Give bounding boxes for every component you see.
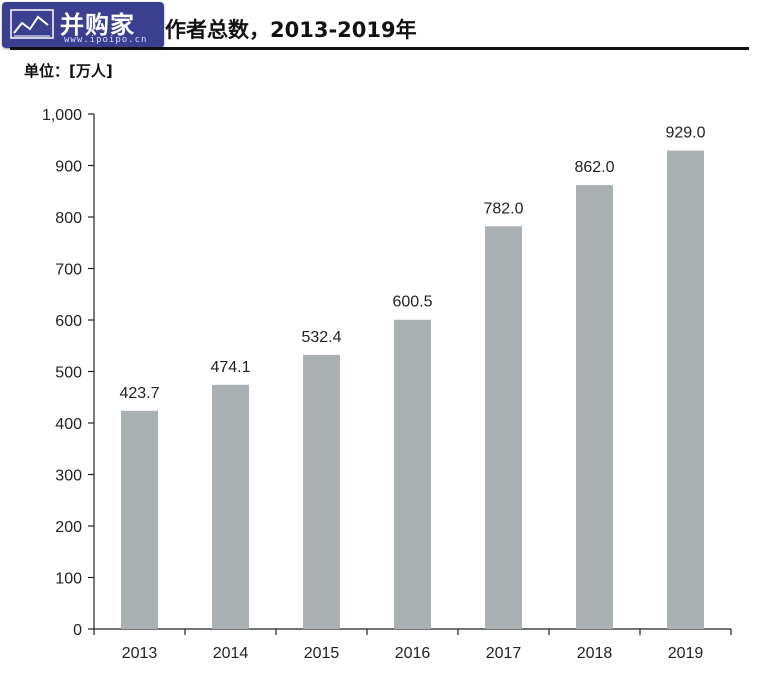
bar-value-label: 474.1 xyxy=(210,359,250,376)
bar xyxy=(667,150,704,629)
y-tick-label: 300 xyxy=(55,468,82,485)
bar-value-label: 423.7 xyxy=(119,385,159,402)
watermark-brand: 并购家 xyxy=(60,11,135,39)
bars xyxy=(121,150,704,629)
title-divider xyxy=(10,47,749,50)
y-tick-label: 400 xyxy=(55,416,82,433)
x-tick-label: 2018 xyxy=(577,645,613,662)
data-labels: 423.7 474.1 532.4 600.5 782.0 862.0 929.0 xyxy=(119,125,705,402)
bar xyxy=(303,354,340,629)
bar-value-label: 532.4 xyxy=(301,329,341,346)
bar xyxy=(485,226,522,629)
x-axis: 2013 2014 2015 2016 2017 2018 2019 xyxy=(93,628,732,662)
y-tick-label: 600 xyxy=(55,313,82,330)
watermark-url: www.ipoipo.cn xyxy=(64,35,148,45)
y-axis: 0 100 200 300 400 500 600 700 800 900 1,000 xyxy=(42,107,95,639)
chart-title: 作者总数，2013-2019年 xyxy=(165,18,417,42)
y-tick-label: 200 xyxy=(55,519,82,536)
y-tick-label: 800 xyxy=(55,210,82,227)
y-tick-label: 1,000 xyxy=(42,107,82,124)
y-tick-label: 700 xyxy=(55,262,82,279)
y-tick-label: 500 xyxy=(55,365,82,382)
x-tick-label: 2015 xyxy=(304,645,340,662)
bar xyxy=(121,410,158,629)
unit-label: 单位：[万人] xyxy=(24,62,113,80)
bar xyxy=(576,185,613,629)
bar-value-label: 600.5 xyxy=(392,294,432,311)
y-tick-label: 0 xyxy=(73,622,82,639)
bar xyxy=(394,319,431,629)
bar xyxy=(212,384,249,629)
watermark-logo: 并购家 www.ipoipo.cn xyxy=(2,2,164,48)
y-tick-label: 900 xyxy=(55,159,82,176)
bar-value-label: 862.0 xyxy=(574,159,614,176)
bar-value-label: 929.0 xyxy=(665,125,705,142)
bar-value-label: 782.0 xyxy=(483,200,523,217)
chart-logo-icon xyxy=(10,9,54,39)
y-tick-label: 100 xyxy=(55,571,82,588)
x-tick-label: 2014 xyxy=(213,645,249,662)
x-tick-label: 2016 xyxy=(395,645,431,662)
x-tick-label: 2019 xyxy=(668,645,704,662)
x-tick-label: 2013 xyxy=(122,645,158,662)
x-tick-label: 2017 xyxy=(486,645,522,662)
